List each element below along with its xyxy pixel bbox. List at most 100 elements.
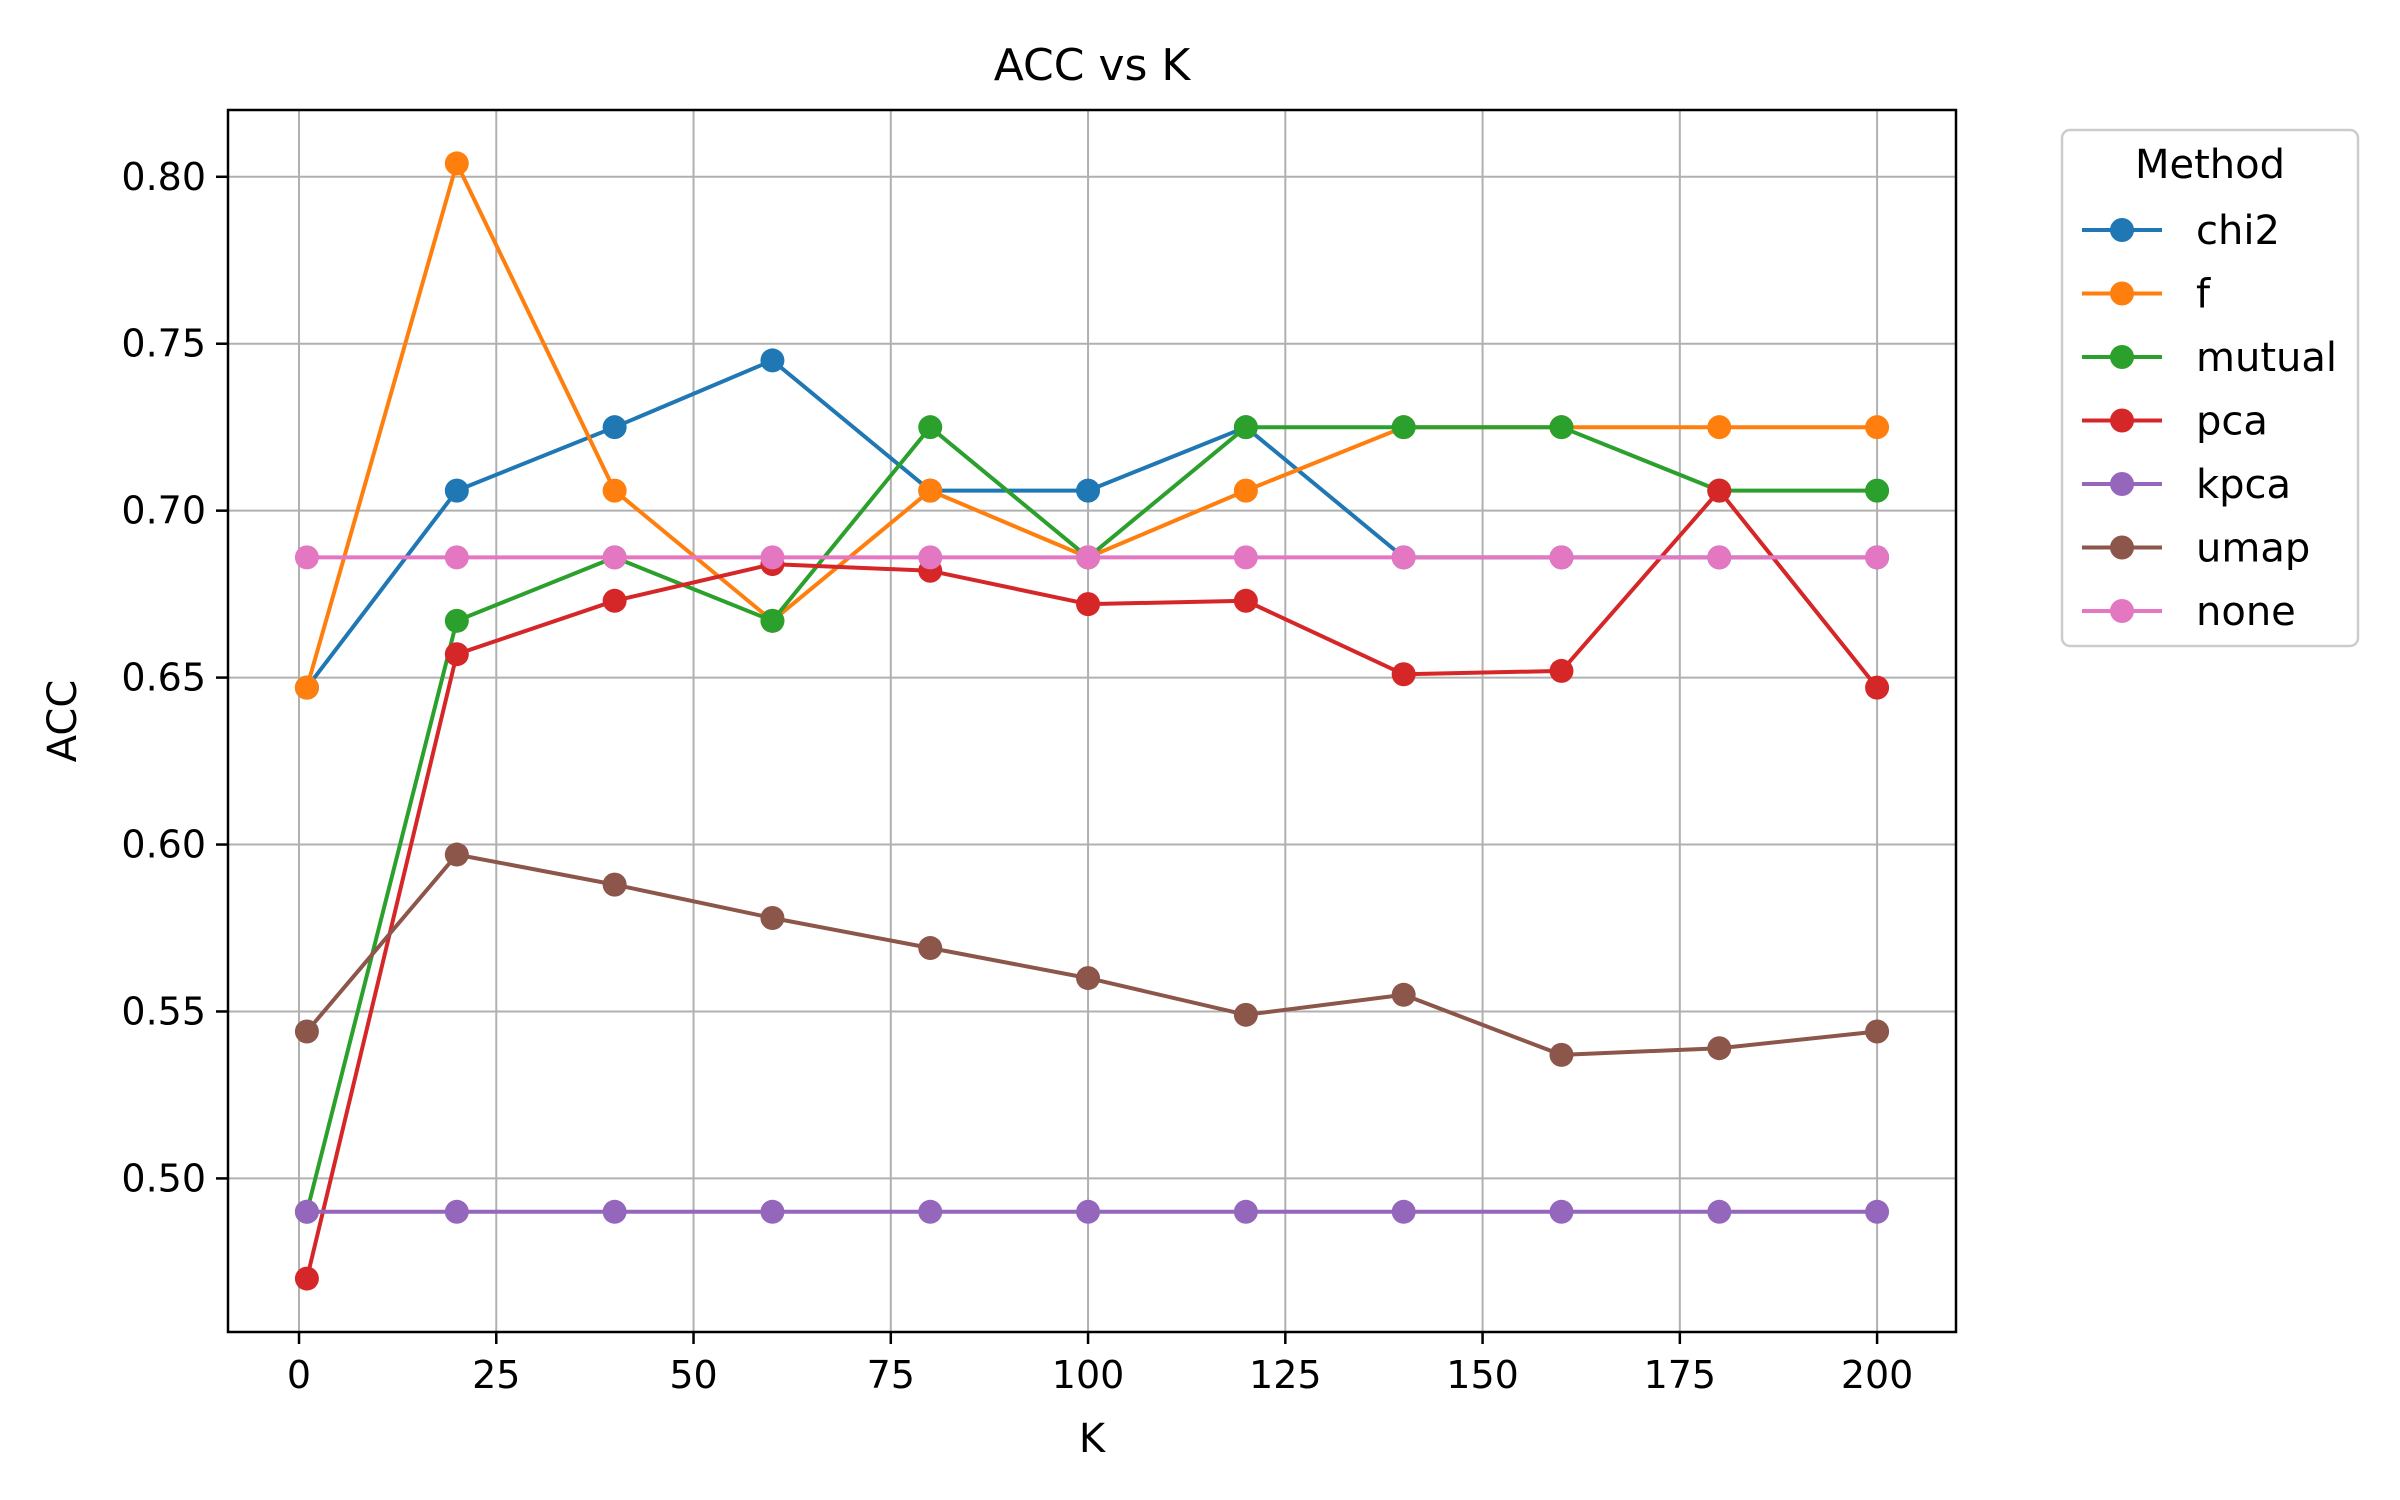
y-axis-label: ACC [40, 680, 86, 763]
data-point-mutual [444, 608, 469, 633]
data-point-chi2 [1076, 478, 1101, 503]
chart-title: ACC vs K [994, 40, 1192, 91]
data-point-f [294, 675, 319, 700]
data-point-none [1233, 545, 1258, 570]
data-point-pca [1076, 592, 1101, 617]
y-tick-label: 0.60 [121, 823, 206, 867]
data-point-mutual [1549, 415, 1574, 440]
legend-label-pca: pca [2196, 399, 2268, 445]
data-point-kpca [1707, 1199, 1732, 1224]
legend-marker-chi2 [2110, 218, 2134, 242]
data-point-chi2 [444, 478, 469, 503]
legend-marker-umap [2110, 535, 2134, 560]
data-point-kpca [1865, 1199, 1890, 1224]
x-tick-label: 25 [472, 1353, 520, 1397]
data-point-pca [1233, 588, 1258, 613]
y-tick-label: 0.55 [121, 989, 206, 1033]
data-point-pca [1391, 662, 1416, 687]
legend-entry-kpca: kpca [2082, 462, 2291, 508]
legend-marker-f [2110, 281, 2134, 306]
x-tick-label: 100 [1052, 1353, 1125, 1397]
data-point-umap [1865, 1019, 1890, 1044]
legend-marker-pca [2110, 408, 2134, 433]
series-none [294, 545, 1890, 570]
data-point-none [444, 545, 469, 570]
legend-label-umap: umap [2196, 526, 2310, 572]
x-tick-label: 0 [287, 1353, 311, 1397]
data-point-umap [1233, 1002, 1258, 1027]
x-tick-label: 50 [669, 1353, 717, 1397]
x-tick-label: 175 [1644, 1353, 1717, 1397]
data-point-mutual [1233, 415, 1258, 440]
data-point-mutual [760, 608, 785, 633]
data-point-mutual [918, 415, 943, 440]
data-point-none [918, 545, 943, 570]
data-point-umap [1076, 966, 1101, 991]
legend-label-chi2: chi2 [2196, 208, 2280, 254]
data-point-none [294, 545, 319, 570]
plot-frame [226, 108, 1958, 1334]
data-point-umap [918, 936, 943, 961]
legend-entry-f: f [2082, 272, 2211, 318]
data-point-kpca [1391, 1199, 1416, 1224]
data-point-kpca [602, 1199, 627, 1224]
y-tick-label: 0.70 [121, 489, 206, 533]
legend-marker-kpca [2110, 472, 2134, 496]
series-umap [294, 842, 1890, 1067]
data-point-kpca [444, 1199, 469, 1224]
data-point-f [602, 478, 627, 503]
data-point-kpca [918, 1199, 943, 1224]
data-point-none [1707, 545, 1732, 570]
data-point-pca [444, 642, 469, 667]
data-point-chi2 [760, 348, 785, 373]
data-point-pca [294, 1266, 319, 1291]
legend-label-kpca: kpca [2196, 462, 2291, 508]
data-point-pca [1707, 478, 1732, 503]
data-point-f [918, 478, 943, 503]
series-pca [294, 478, 1890, 1291]
data-point-none [1549, 545, 1574, 570]
data-point-mutual [1391, 415, 1416, 440]
data-point-none [1391, 545, 1416, 570]
data-point-kpca [1233, 1199, 1258, 1224]
data-point-mutual [1865, 478, 1890, 503]
data-point-pca [1549, 658, 1574, 683]
data-point-kpca [1076, 1199, 1101, 1224]
x-axis-label: K [1079, 1416, 1107, 1462]
legend-entries: chi2 f mutual pca kpca umap none [2082, 208, 2337, 635]
y-tick-label: 0.65 [121, 656, 206, 700]
x-axis-ticks: 0 25 50 75 100 125 150 175 200 [287, 1332, 1913, 1397]
data-point-umap [1707, 1036, 1732, 1061]
data-point-f [1865, 415, 1890, 440]
data-point-pca [1865, 675, 1890, 700]
legend-label-mutual: mutual [2196, 335, 2337, 381]
data-point-umap [602, 872, 627, 897]
x-tick-label: 75 [867, 1353, 915, 1397]
legend-entry-umap: umap [2082, 526, 2310, 572]
data-point-f [1707, 415, 1732, 440]
data-point-chi2 [602, 415, 627, 440]
data-point-umap [1391, 982, 1416, 1007]
legend-marker-none [2110, 599, 2134, 623]
legend-box [2060, 128, 2360, 648]
data-point-umap [294, 1019, 319, 1044]
legend-entry-mutual: mutual [2082, 335, 2337, 381]
legend-label-f: f [2196, 272, 2211, 318]
data-point-umap [444, 842, 469, 867]
legend-label-none: none [2196, 589, 2296, 635]
x-tick-label: 200 [1841, 1353, 1914, 1397]
data-point-kpca [294, 1199, 319, 1224]
x-tick-label: 150 [1446, 1353, 1519, 1397]
data-point-none [1865, 545, 1890, 570]
data-point-none [602, 545, 627, 570]
data-point-umap [1549, 1042, 1574, 1067]
data-point-f [444, 151, 469, 176]
legend-title: Method [2135, 142, 2285, 188]
legend-entry-pca: pca [2082, 399, 2268, 445]
data-point-none [760, 545, 785, 570]
data-point-f [1233, 478, 1258, 503]
data-point-none [1076, 545, 1101, 570]
legend-entry-none: none [2082, 589, 2296, 635]
